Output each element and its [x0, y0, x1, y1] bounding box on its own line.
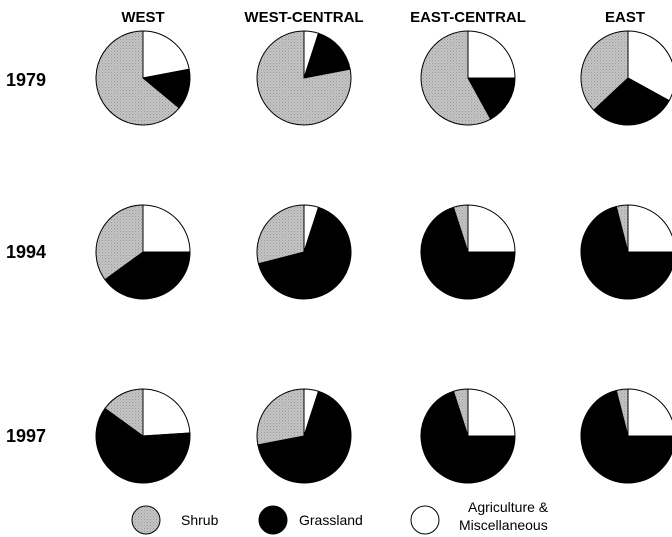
pie-slice-1997-west-agriculture	[142, 388, 191, 437]
pie-slice-1997-east-shrub	[615, 388, 629, 437]
legend-swatch-agriculture	[410, 505, 440, 535]
pie-slice-1997-west-central-grassland	[257, 390, 352, 484]
legend-label-grassland: Grassland	[299, 512, 363, 528]
pie-slice-1979-east-central-grassland	[467, 77, 516, 120]
pie-slice-1979-west-central-grassland	[303, 32, 351, 79]
legend-label-agriculture-line2: Miscellaneous	[459, 517, 548, 533]
pie-slice-1994-east-grassland	[580, 205, 672, 300]
column-label-west: WEST	[121, 9, 164, 26]
legend-swatch-shrub	[131, 505, 161, 535]
pie-slice-1997-east-central-shrub	[452, 388, 469, 437]
pie-slice-1994-east-agriculture	[627, 204, 672, 253]
pie-slice-1997-east-central-agriculture	[467, 388, 516, 437]
pie-slice-1994-west-agriculture	[142, 204, 191, 253]
pie-slice-1979-west-central-shrub	[256, 30, 352, 126]
legend-label-shrub: Shrub	[181, 512, 219, 528]
pie-slice-1994-east-shrub	[615, 204, 629, 253]
pie-slice-1979-east-agriculture	[627, 30, 672, 102]
row-label-1994: 1994	[6, 242, 46, 262]
pie-slice-1979-east-central-agriculture	[467, 30, 516, 79]
legend-label-agriculture-line1: Agriculture &	[468, 499, 549, 515]
pie-slice-1997-east-central-grassland	[420, 390, 516, 484]
legend: Shrub Grassland Agriculture & Miscellane…	[131, 499, 549, 535]
pie-slice-1994-east-central-agriculture	[467, 204, 516, 253]
pie-slice-1979-east-shrub	[580, 30, 629, 111]
pie-slice-1994-west-central-grassland	[257, 206, 352, 300]
pie-slice-1979-east-grassland	[593, 77, 670, 126]
pie-slice-1997-west-grassland	[95, 407, 191, 484]
column-label-east-central: EAST-CENTRAL	[410, 9, 526, 26]
pie-slice-1997-east-grassland	[580, 389, 672, 484]
pie-slice-1994-west-shrub	[95, 204, 144, 281]
pie-slice-1994-east-central-shrub	[452, 204, 469, 253]
pie-slice-1994-west-central-shrub	[256, 204, 305, 265]
pie-slice-1997-west-central-shrub	[256, 388, 305, 446]
pie-slice-1994-west-grassland	[104, 251, 191, 300]
column-label-west-central: WEST-CENTRAL	[244, 9, 363, 26]
pie-group	[95, 30, 672, 484]
column-label-east: EAST	[605, 9, 645, 26]
row-label-1979: 1979	[6, 70, 46, 90]
legend-swatch-grassland	[258, 505, 288, 535]
pie-slice-1997-east-agriculture	[627, 388, 672, 437]
pie-slice-1979-west-agriculture	[142, 30, 190, 79]
row-label-1997: 1997	[6, 426, 46, 446]
pie-slice-1997-west-shrub	[104, 388, 144, 437]
pie-slice-1994-east-central-grassland	[420, 206, 516, 300]
pie-slice-1979-west-shrub	[95, 30, 180, 126]
pie-slice-1979-east-central-shrub	[420, 30, 492, 126]
